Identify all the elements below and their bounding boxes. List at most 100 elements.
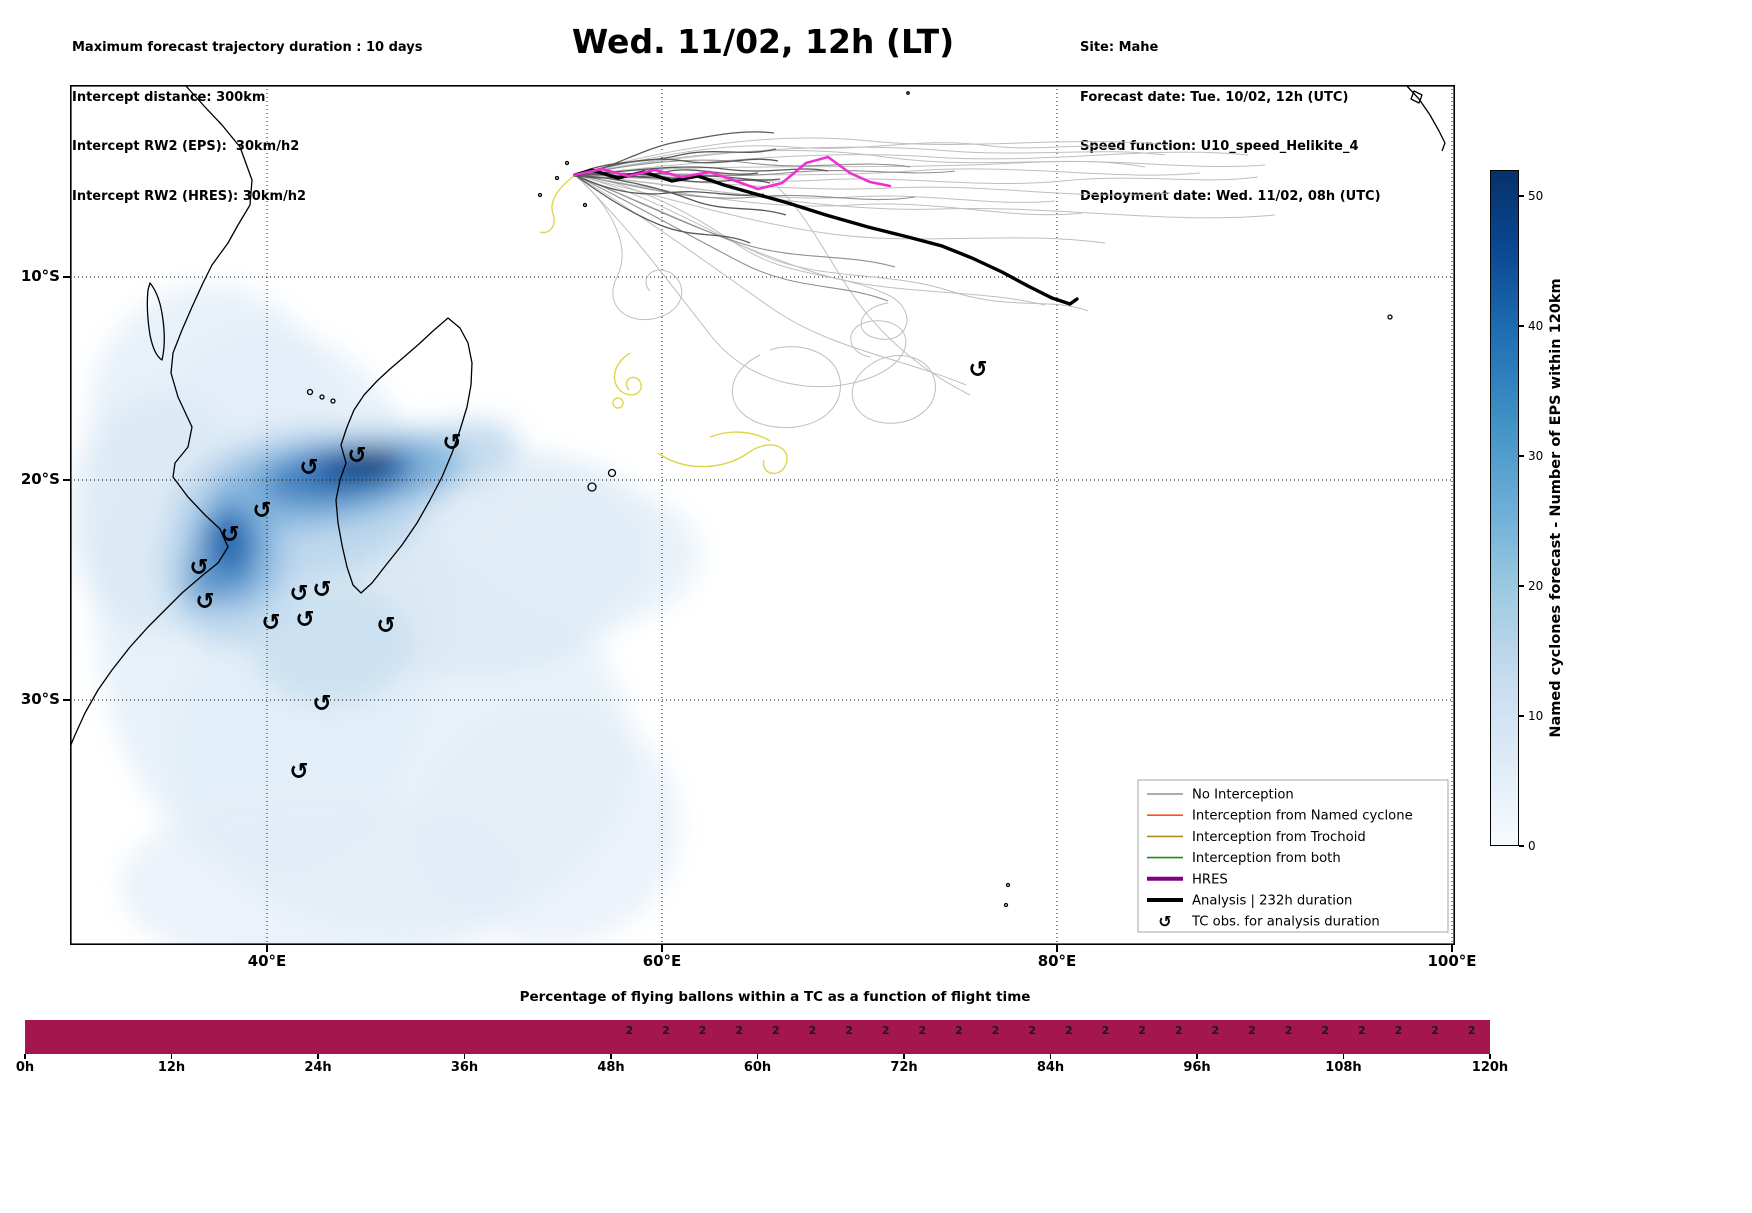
cyclone-icon: ↺ <box>289 759 308 785</box>
colorbar-tickmark <box>1519 325 1524 327</box>
param-intercept-distance: Intercept distance: 300km <box>72 89 266 105</box>
time-tick-label: 108h <box>1325 1060 1362 1075</box>
cyclone-icon: ↺ <box>376 613 395 639</box>
map-legend: No Interception Interception from Named c… <box>1137 779 1449 933</box>
time-tickmark <box>24 1054 26 1059</box>
colorbar-gradient <box>1490 170 1519 846</box>
cyclone-icon: ↺ <box>1158 912 1171 931</box>
lon-tick-label: 80°E <box>1037 952 1077 970</box>
tc-percentage-count: 2 <box>1357 1024 1366 1037</box>
time-tick-label: 84h <box>1036 1060 1065 1075</box>
tc-percentage-count: 2 <box>1431 1024 1439 1037</box>
colorbar-tick-label: 10 <box>1528 709 1544 723</box>
time-tick-label: 12h <box>157 1060 186 1075</box>
time-tickmark <box>1342 1054 1345 1059</box>
trajectories-no-interception-medium <box>574 159 956 302</box>
param-max-duration: Maximum forecast trajectory duration : 1… <box>72 40 423 55</box>
colorbar-title: Named cyclones forecast - Number of EPS … <box>1548 278 1564 738</box>
time-tickmark <box>463 1054 466 1059</box>
tc-percentage-count: 2 <box>735 1024 744 1037</box>
time-tick-label: 72h <box>890 1060 918 1075</box>
hres-track <box>573 155 892 191</box>
cyclone-icon: ↺ <box>312 577 331 603</box>
colorbar-tick-label: 0 <box>1528 839 1536 853</box>
trajectories-no-interception-light <box>574 137 1276 429</box>
gridlines <box>70 85 1455 945</box>
param-intercept-rw2-eps: Intercept RW2 (EPS): 30km/h2 <box>72 139 300 154</box>
lat-tick-label: 20°S <box>20 470 60 488</box>
param-intercept-rw2-hres: Intercept RW2 (HRES): 30km/h2 <box>72 188 307 204</box>
lon-tick-label: 100°E <box>1427 952 1477 970</box>
lon-tickmark <box>266 945 268 952</box>
time-tickmark <box>1049 1054 1052 1059</box>
legend-label: No Interception <box>1192 788 1294 803</box>
tc-percentage-count: 2 <box>918 1024 927 1037</box>
time-tickmark <box>1489 1054 1491 1059</box>
cyclone-icon: ↺ <box>299 455 318 481</box>
time-tickmark <box>317 1054 319 1059</box>
time-tick-label: 0h <box>15 1060 35 1075</box>
header-right-parameters: Site: Mahe Forecast date: Tue. 10/02, 12… <box>1080 7 1381 238</box>
cyclone-icon: ↺ <box>968 357 987 383</box>
lat-tickmark <box>63 276 70 278</box>
tc-percentage-count: 2 <box>1321 1024 1330 1037</box>
time-tick-label: 120h <box>1471 1060 1509 1075</box>
cyclone-icon: ↺ <box>295 607 314 633</box>
colorbar-tickmark <box>1519 845 1524 847</box>
tc-percentage-count: 2 <box>845 1024 853 1037</box>
colorbar-tickmark <box>1519 715 1524 717</box>
tc-percentage-count: 2 <box>808 1024 817 1037</box>
time-tick-label: 96h <box>1183 1060 1211 1075</box>
time-tick-label: 60h <box>743 1060 772 1075</box>
tc-percentage-count: 2 <box>625 1024 634 1037</box>
param-site: Site: Mahe <box>1080 40 1159 55</box>
colorbar-tickmark <box>1519 195 1524 197</box>
header-left-parameters: Maximum forecast trajectory duration : 1… <box>72 7 423 238</box>
tc-percentage-count: 2 <box>771 1024 780 1037</box>
cyclone-icon: ↺ <box>289 581 308 607</box>
tc-percentage-count: 2 <box>698 1024 707 1037</box>
lon-tickmark <box>1056 945 1058 952</box>
time-tickmark <box>1196 1054 1198 1059</box>
tc-percentage-count: 2 <box>955 1024 963 1037</box>
time-tickmark <box>170 1054 173 1059</box>
colorbar-tick-label: 20 <box>1528 579 1544 593</box>
legend-label: TC obs. for analysis duration <box>1191 915 1380 930</box>
time-tickmark <box>903 1054 905 1059</box>
map-frame <box>70 85 1455 945</box>
cyclone-icon: ↺ <box>189 555 208 581</box>
tc-percentage-count: 2 <box>1211 1024 1220 1037</box>
lon-tick-label: 60°E <box>642 952 682 970</box>
colorbar-tickmark <box>1519 455 1524 457</box>
lat-tickmark <box>63 479 70 481</box>
lat-tick-label: 30°S <box>20 690 60 708</box>
time-tickmark <box>756 1054 759 1059</box>
tc-observation-icons: ↺↺↺↺↺↺↺ ↺ ↺↺ ↺ ↺↺↺↺ <box>189 357 987 785</box>
cyclone-icon: ↺ <box>220 522 239 548</box>
cyclone-icon: ↺ <box>195 589 214 615</box>
lat-tickmark <box>63 699 70 701</box>
cyclone-icon: ↺ <box>312 691 331 717</box>
trajectories-trochoid <box>539 174 788 474</box>
colorbar-tick-label: 50 <box>1528 189 1544 203</box>
tc-percentage-count: 2 <box>1467 1024 1476 1037</box>
tc-percentage-count: 2 <box>662 1024 670 1037</box>
param-forecast-date: Forecast date: Tue. 10/02, 12h (UTC) <box>1080 89 1349 105</box>
time-tick-label: 36h <box>450 1060 479 1075</box>
colorbar-tick-label: 30 <box>1528 449 1544 463</box>
page-title: Wed. 11/02, 12h (LT) <box>571 22 955 61</box>
eps-density-heatmap <box>70 285 700 945</box>
tc-percentage-count: 2 <box>1064 1024 1073 1037</box>
legend-label: HRES <box>1192 872 1228 887</box>
bottom-chart-title: Percentage of flying ballons within a TC… <box>519 989 1031 1005</box>
cyclone-icon: ↺ <box>261 610 280 636</box>
lon-tickmark <box>661 945 663 952</box>
time-tick-label: 24h <box>304 1060 332 1075</box>
legend-label: Interception from Trochoid <box>1192 830 1366 845</box>
cyclone-icon: ↺ <box>252 498 271 524</box>
param-speed-function: Speed function: U10_speed_Helikite_4 <box>1080 139 1359 154</box>
lon-tickmark <box>1451 945 1453 952</box>
legend-label: Interception from both <box>1192 851 1341 866</box>
tc-percentage-count: 2 <box>1248 1024 1256 1037</box>
lon-tick-label: 40°E <box>247 952 287 970</box>
